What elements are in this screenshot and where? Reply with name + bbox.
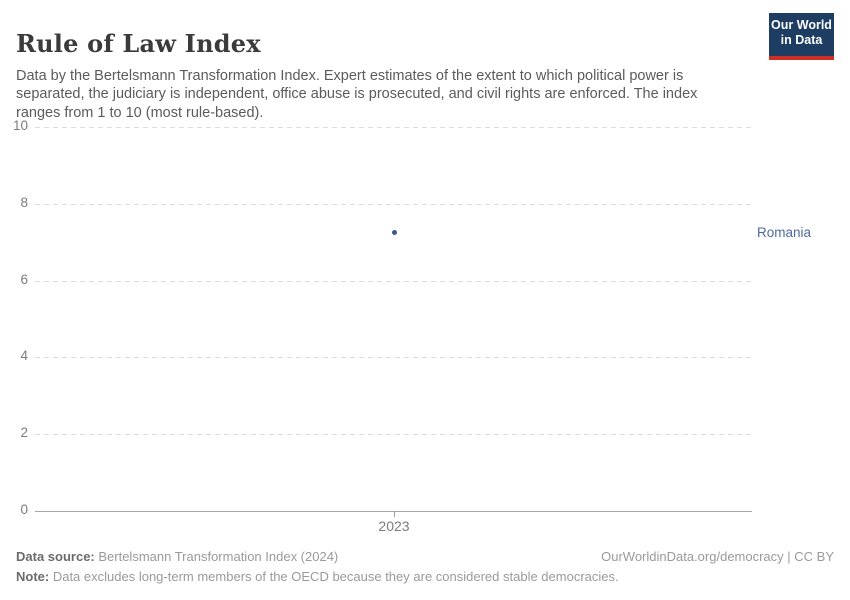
note-value: Data excludes long-term members of the O… (49, 569, 619, 584)
y-axis-tick-label: 10 (12, 118, 28, 133)
entity-label-romania: Romania (757, 224, 812, 240)
gridline (35, 203, 752, 205)
chart-subtitle: Data by the Bertelsmann Transformation I… (16, 67, 698, 121)
data-point-romania (391, 230, 397, 236)
chart-title: Rule of Law Index (16, 29, 261, 59)
owid-logo-line2: in Data (780, 33, 823, 47)
data-source-text: Data source: Bertelsmann Transformation … (16, 547, 338, 567)
y-axis-tick-label: 6 (20, 271, 28, 287)
footer-source-row: Data source: Bertelsmann Transformation … (16, 547, 834, 567)
x-axis-tick (394, 511, 395, 517)
x-axis-line (35, 511, 752, 512)
y-axis-tick-label: 4 (20, 348, 28, 364)
chart-footer: Data source: Bertelsmann Transformation … (16, 547, 834, 587)
footer-note-row: Note: Data excludes long-term members of… (16, 567, 834, 587)
owid-logo: Our World in Data (769, 13, 834, 60)
data-source-value: Bertelsmann Transformation Index (2024) (94, 549, 339, 564)
gridline (35, 280, 752, 282)
data-source-label: Data source: (16, 549, 95, 564)
owid-logo-line1: Our World (771, 18, 832, 32)
y-axis-tick-label: 0 (20, 502, 28, 517)
gridline (35, 434, 752, 436)
note-label: Note: (16, 569, 50, 584)
note-text: Note: Data excludes long-term members of… (16, 569, 619, 584)
gridline (35, 127, 752, 128)
owid-url-link[interactable]: OurWorldinData.org/democracy | CC BY (601, 549, 834, 564)
y-axis-tick-label: 2 (20, 425, 28, 441)
gridline (35, 357, 752, 359)
x-axis-tick-label: 2023 (378, 518, 410, 534)
y-axis-tick-label: 8 (20, 194, 28, 210)
